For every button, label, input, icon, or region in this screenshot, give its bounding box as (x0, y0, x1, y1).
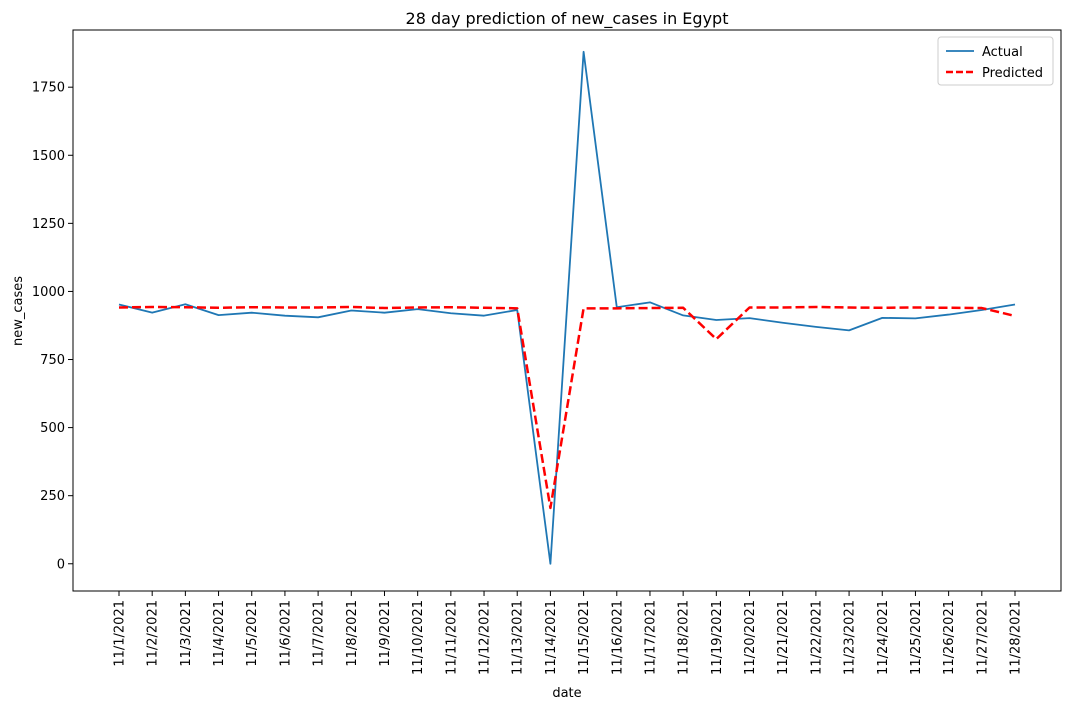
x-tick-label: 11/8/2021 (345, 600, 360, 667)
legend-label-actual: Actual (982, 45, 1023, 60)
x-tick-label: 11/24/2021 (876, 600, 891, 675)
x-tick-label: 11/27/2021 (975, 600, 990, 675)
x-tick-label: 11/5/2021 (245, 600, 260, 667)
x-tick-label: 11/10/2021 (411, 600, 426, 675)
x-tick-label: 11/6/2021 (278, 600, 293, 667)
x-axis-title: date (552, 686, 581, 701)
x-tick-label: 11/13/2021 (511, 600, 526, 675)
x-tick-label: 11/3/2021 (179, 600, 194, 667)
plot-area (118, 50, 1016, 565)
legend-label-predicted: Predicted (982, 66, 1043, 81)
series-line-actual (118, 50, 1016, 565)
x-tick-label: 11/16/2021 (610, 600, 625, 675)
x-tick-label: 11/22/2021 (809, 600, 824, 675)
x-tick-label: 11/20/2021 (743, 600, 758, 675)
y-tick-label: 0 (57, 557, 65, 572)
y-tick-label: 750 (40, 353, 65, 368)
legend: Actual Predicted (937, 36, 1054, 86)
y-tick-label: 1750 (32, 81, 65, 96)
y-tick-label: 250 (40, 489, 65, 504)
x-tick-label: 11/1/2021 (113, 600, 128, 667)
x-tick-label: 11/26/2021 (942, 600, 957, 675)
x-axis: 11/1/2021 11/2/2021 11/3/2021 11/4/2021 11/5… (113, 591, 1024, 675)
y-tick-label: 1250 (32, 217, 65, 232)
x-tick-label: 11/21/2021 (776, 600, 791, 675)
x-tick-label: 11/28/2021 (1009, 600, 1024, 675)
x-tick-label: 11/15/2021 (577, 600, 592, 675)
x-tick-label: 11/2/2021 (146, 600, 161, 667)
x-tick-label: 11/25/2021 (909, 600, 924, 675)
x-tick-label: 11/9/2021 (378, 600, 393, 667)
x-tick-label: 11/19/2021 (710, 600, 725, 675)
x-tick-label: 11/17/2021 (643, 600, 658, 675)
y-tick-label: 500 (40, 421, 65, 436)
chart-title: 28 day prediction of new_cases in Egypt (406, 9, 729, 29)
x-tick-label: 11/23/2021 (843, 600, 858, 675)
y-tick-label: 1500 (32, 149, 65, 164)
y-axis-title: new_cases (11, 276, 26, 346)
x-tick-label: 11/14/2021 (544, 600, 559, 675)
x-tick-label: 11/12/2021 (478, 600, 493, 675)
x-tick-label: 11/18/2021 (677, 600, 692, 675)
y-axis: 0 250 500 750 1000 1250 1500 1750 (32, 81, 73, 572)
x-tick-label: 11/7/2021 (312, 600, 327, 667)
x-tick-label: 11/11/2021 (444, 600, 459, 675)
y-tick-label: 1000 (32, 285, 65, 300)
plot-frame (72, 29, 1062, 592)
series-line-predicted (118, 305, 1016, 510)
x-tick-label: 11/4/2021 (212, 600, 227, 667)
